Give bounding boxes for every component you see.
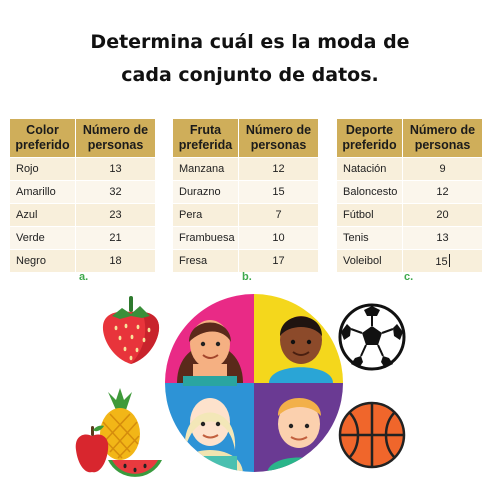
table-header-row: Color preferido Número de personas [10,119,155,158]
strawberry-icon [102,296,160,364]
cell-value: 21 [75,226,155,250]
column-header: Número de personas [402,119,482,158]
cell-value: 9 [402,157,482,181]
cell-value: 15 [238,180,318,204]
cell-label: Voleibol [337,249,403,272]
cell-label: Pera [173,203,239,227]
title-line-1: Determina cuál es la moda de [90,31,410,53]
table-row: Manzana 12 [173,157,318,181]
fruit-bowl-icon [75,388,162,477]
cell-label: Tenis [337,226,403,250]
title-line-2: cada conjunto de datos. [121,64,379,86]
soccer-ball-icon [338,303,406,371]
cell-value: 12 [402,180,482,204]
basketball-icon [338,401,406,469]
cell-label: Baloncesto [337,180,403,204]
column-header: Color preferido [10,119,76,158]
cell-value-text: 15 [435,256,448,268]
column-header: Número de personas [75,119,155,158]
cell-label: Azul [10,203,76,227]
table-sport: Deporte preferido Número de personas Natac… [337,119,482,272]
cell-value: 20 [402,203,482,227]
cell-label: Negro [10,249,76,272]
table-row: Verde 21 [10,226,155,250]
table-row: Amarillo 32 [10,180,155,204]
cell-label: Fresa [173,249,239,272]
cell-label: Amarillo [10,180,76,204]
table-row: Voleibol 15 [337,249,482,272]
cell-value: 13 [402,226,482,250]
table-row: Fútbol 20 [337,203,482,227]
table-fruit: Fruta preferida Número de personas Manzana… [173,119,318,272]
cell-value: 18 [75,249,155,272]
table-row: Fresa 17 [173,249,318,272]
table-letter-c: c. [404,271,414,283]
page-title: Determina cuál es la moda de cada conjun… [0,26,500,92]
cell-label: Fútbol [337,203,403,227]
cell-label: Manzana [173,157,239,181]
column-header: Deporte preferido [337,119,403,158]
cell-value: 17 [238,249,318,272]
table-row: Durazno 15 [173,180,318,204]
column-header: Número de personas [238,119,318,158]
table-row: Rojo 13 [10,157,155,181]
table-row: Frambuesa 10 [173,226,318,250]
cell-label: Natación [337,157,403,181]
table-row: Natación 9 [337,157,482,181]
children-circle-illustration [165,294,343,472]
cell-value: 23 [75,203,155,227]
table-row: Tenis 13 [337,226,482,250]
cell-label: Verde [10,226,76,250]
cell-value: 13 [75,157,155,181]
table-header-row: Deporte preferido Número de personas [337,119,482,158]
cell-label: Frambuesa [173,226,239,250]
column-header: Fruta preferida [173,119,239,158]
cell-label: Rojo [10,157,76,181]
table-color: Color preferido Número de personas Rojo 13 … [10,119,155,272]
table-letter-a: a. [79,271,89,283]
cell-value: 10 [238,226,318,250]
cell-value: 32 [75,180,155,204]
cell-label: Durazno [173,180,239,204]
table-row: Pera 7 [173,203,318,227]
table-letter-b: b. [242,271,252,283]
cell-value: 7 [238,203,318,227]
cell-value: 15 [402,249,482,272]
cell-value: 12 [238,157,318,181]
table-row: Negro 18 [10,249,155,272]
table-row: Baloncesto 12 [337,180,482,204]
table-header-row: Fruta preferida Número de personas [173,119,318,158]
table-row: Azul 23 [10,203,155,227]
text-cursor [448,254,450,267]
